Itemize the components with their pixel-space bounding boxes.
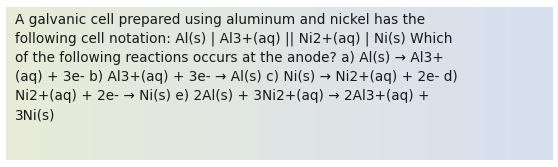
Text: A galvanic cell prepared using aluminum and nickel has the
following cell notati: A galvanic cell prepared using aluminum … bbox=[16, 13, 458, 122]
